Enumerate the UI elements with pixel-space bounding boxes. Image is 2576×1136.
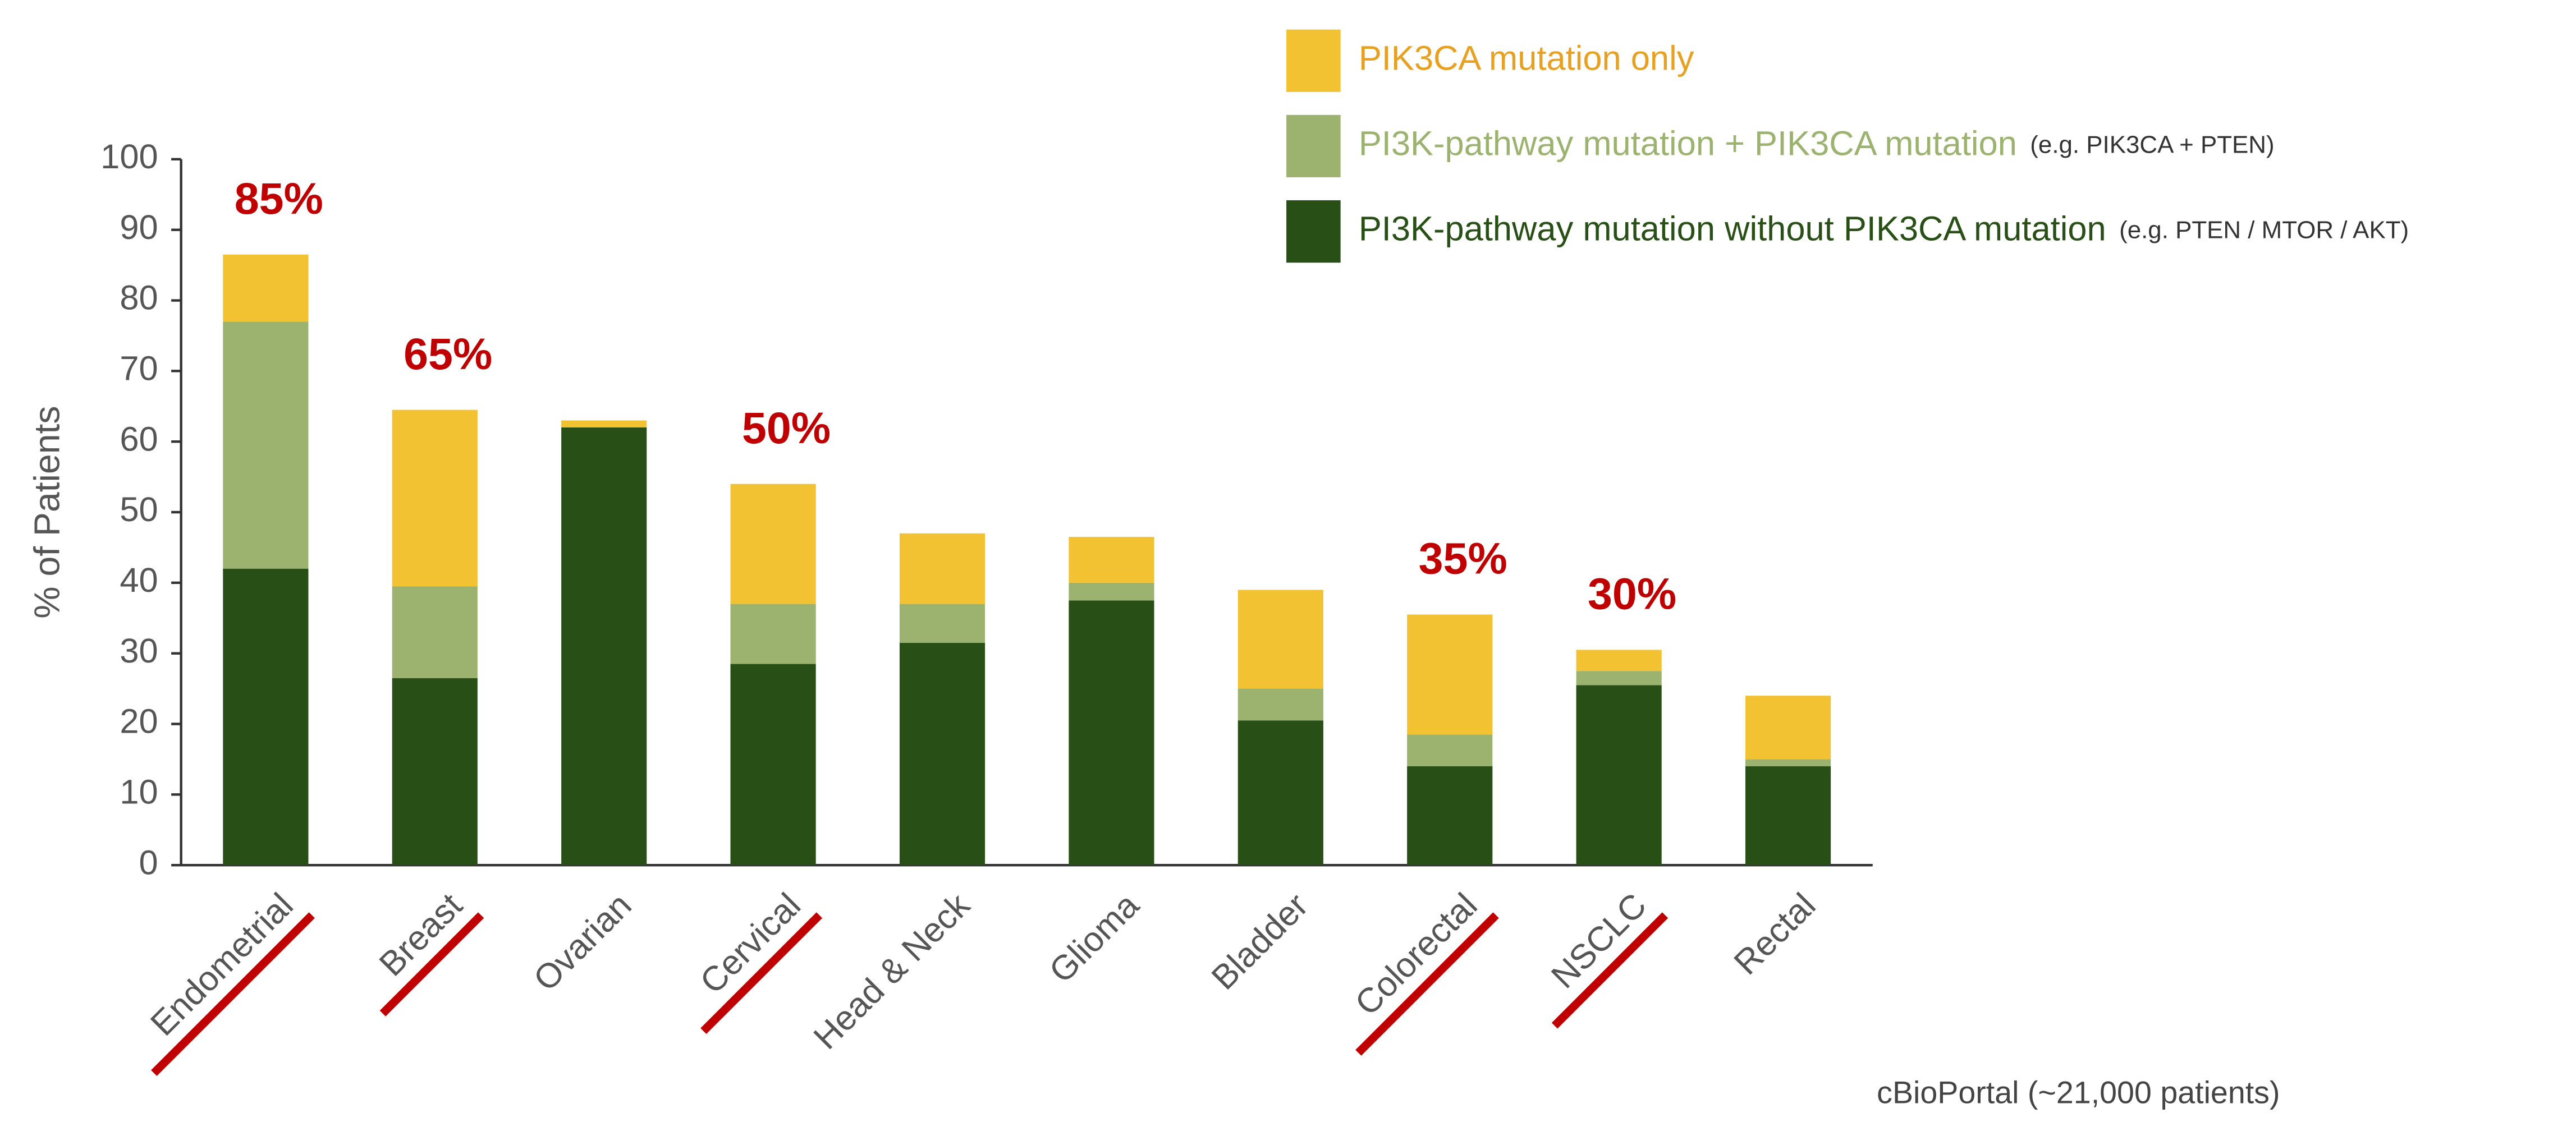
y-tick-label: 60 xyxy=(120,420,158,458)
y-axis-label: % of Patients xyxy=(27,406,67,618)
y-tick-label: 10 xyxy=(120,773,158,812)
bar-segment xyxy=(561,427,647,866)
y-tick-label: 70 xyxy=(120,349,158,388)
legend-name: PI3K-pathway mutation without PIK3CA mut… xyxy=(1359,210,2106,249)
y-tick-label: 20 xyxy=(120,702,158,741)
bar-segment xyxy=(1237,590,1323,689)
annotation: 50% xyxy=(742,403,831,453)
bar-segment xyxy=(730,484,816,604)
legend-name: PI3K-pathway mutation + PIK3CA mutation xyxy=(1359,125,2017,163)
y-tick-label: 90 xyxy=(120,208,158,247)
legend-swatch xyxy=(1286,114,1341,178)
x-label-group: NSCLC xyxy=(1544,886,1669,1029)
source: cBioPortal (~21,000 patients) xyxy=(1877,1075,2280,1110)
legend-swatch xyxy=(1286,29,1341,92)
legend-note: (e.g. PTEN / MTOR / AKT) xyxy=(2119,216,2409,243)
bar-segment xyxy=(899,642,986,866)
bar-segment xyxy=(1745,696,1831,760)
x-label-group: Endometrial xyxy=(143,886,315,1077)
x-label-group: Colorectal xyxy=(1347,886,1499,1056)
x-tick-label: Colorectal xyxy=(1347,886,1484,1023)
bar-segment xyxy=(223,568,309,866)
bar-segment xyxy=(1407,734,1493,766)
highlight-underline xyxy=(1551,912,1669,1029)
highlight-underline xyxy=(151,912,315,1077)
y-tick-label: 100 xyxy=(100,137,158,176)
bar-segment xyxy=(392,678,478,866)
y-tick-label: 0 xyxy=(139,843,158,882)
annotation: 85% xyxy=(235,173,323,223)
bar-segment xyxy=(223,321,309,569)
bar-segment xyxy=(899,533,986,604)
x-label-group: Bladder xyxy=(1204,886,1316,997)
x-tick-label: Rectal xyxy=(1726,886,1823,982)
annotation: 65% xyxy=(404,329,492,379)
y-tick-label: 40 xyxy=(120,561,158,600)
x-label-group: Breast xyxy=(372,886,484,1017)
x-tick-label: Glioma xyxy=(1042,886,1147,991)
annotation: 30% xyxy=(1588,569,1676,619)
bar-segment xyxy=(1069,600,1154,866)
legend-note: (e.g. PIK3CA + PTEN) xyxy=(2030,131,2274,158)
x-tick-label: Bladder xyxy=(1204,886,1316,997)
bar-segment xyxy=(730,604,816,664)
x-label-group: Rectal xyxy=(1726,886,1823,982)
bar-segment xyxy=(1576,685,1662,866)
x-label-group: Glioma xyxy=(1042,886,1147,991)
bar-segment xyxy=(1237,720,1323,866)
y-tick-label: 30 xyxy=(120,632,158,670)
bar-segment xyxy=(1069,537,1154,583)
legend-label: PIK3CA mutation only xyxy=(1359,39,1694,78)
annotation: 35% xyxy=(1419,533,1507,583)
x-tick-label: Breast xyxy=(372,886,470,983)
x-label-group: Ovarian xyxy=(526,886,639,999)
x-tick-label: Endometrial xyxy=(143,886,301,1043)
bar-segment xyxy=(392,410,478,587)
legend-name: PIK3CA mutation only xyxy=(1359,39,1694,78)
x-tick-label: Head & Neck xyxy=(806,886,978,1057)
bar-segment xyxy=(1407,614,1493,735)
bar-segment xyxy=(730,664,816,866)
highlight-underline xyxy=(379,912,484,1017)
x-label-group: Cervical xyxy=(693,886,823,1034)
x-tick-label: Ovarian xyxy=(526,886,639,999)
bar-segment xyxy=(223,254,309,322)
legend-label: PI3K-pathway mutation without PIK3CA mut… xyxy=(1359,210,2409,249)
bar-segment xyxy=(1576,671,1662,686)
bar-segment xyxy=(1407,766,1493,866)
x-label-group: Head & Neck xyxy=(806,886,978,1057)
bar-segment xyxy=(1745,766,1831,866)
bar-segment xyxy=(1237,688,1323,721)
bar-segment xyxy=(1576,650,1662,672)
highlight-underline xyxy=(700,912,823,1034)
legend-swatch xyxy=(1286,200,1341,263)
bar-segment xyxy=(1745,759,1831,766)
legend-label: PI3K-pathway mutation + PIK3CA mutation (… xyxy=(1359,125,2275,163)
bar-segment xyxy=(899,604,986,643)
bar-segment xyxy=(561,420,647,428)
y-tick-label: 50 xyxy=(120,490,158,529)
bar-segment xyxy=(392,586,478,678)
bar-segment xyxy=(1069,582,1154,601)
highlight-underline xyxy=(1355,912,1499,1056)
y-tick-label: 80 xyxy=(120,279,158,318)
